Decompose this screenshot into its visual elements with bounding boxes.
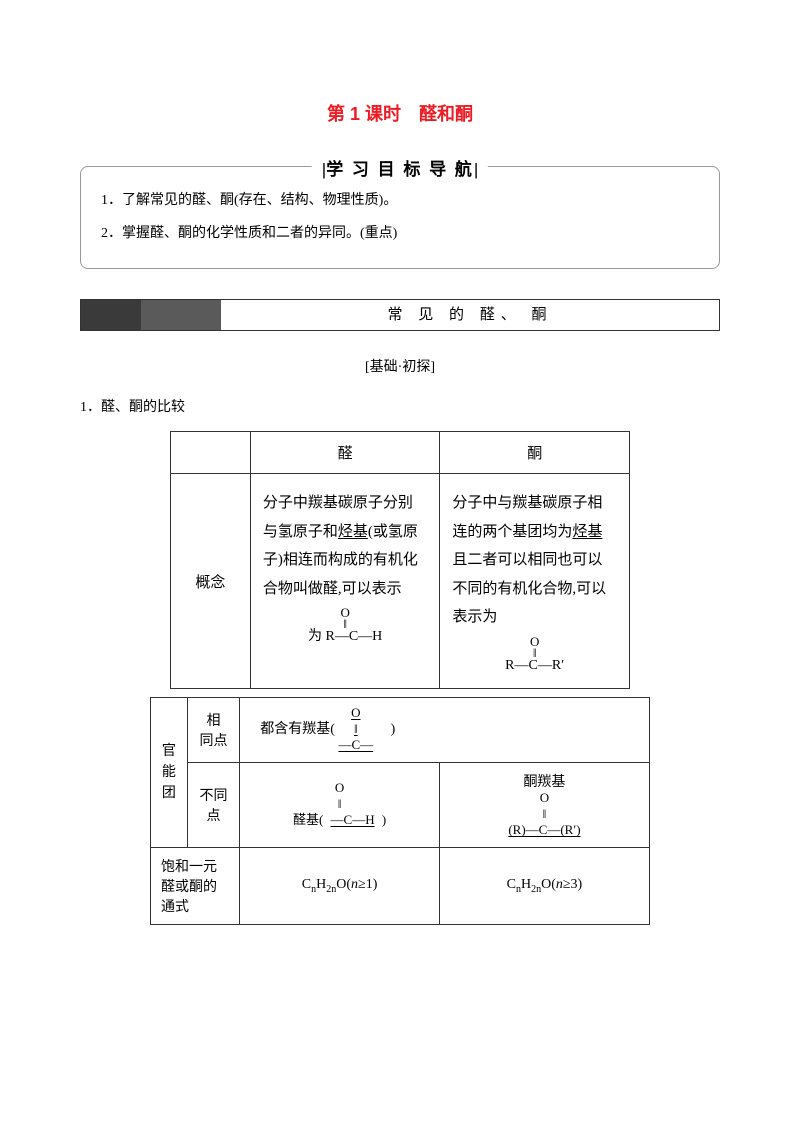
subtitle: [基础·初探] [80,356,720,376]
aldehyde-formula: CnH2nO(n≥1) [240,848,440,925]
col-ketone: 酮 [440,432,630,474]
concept-label: 概念 [171,474,251,689]
ketone-group: 酮羰基 O ‖ (R)—C—(R′) [439,763,649,848]
comparison-table-2: 官能团 相同点 都含有羰基( O ‖ —C— ) 不同点 O ‖ 醛基( —C—… [150,697,650,925]
section-title: 常 见 的 醛、 酮 [221,300,719,330]
col-aldehyde: 醛 [250,432,440,474]
aldehyde-concept: 分子中羰基碳原子分别与氢原子和烃基(或氢原子)相连而构成的有机化合物叫做醛,可以… [250,474,440,689]
objective-1: 1．了解常见的醛、酮(存在、结构、物理性质)。 [101,187,699,215]
lesson-title: 第 1 课时 醛和酮 [80,100,720,126]
formula-label: 饱和一元醛或酮的通式 [151,848,240,925]
objective-2: 2．掌握醛、酮的化学性质和二者的异同。(重点) [101,220,699,248]
nav-title: 学 习 目 标 导 航 [312,155,488,180]
section-tag [81,300,221,330]
aldehyde-group: O ‖ 醛基( —C—H ) [240,763,440,848]
functional-group-label: 官能团 [151,698,188,848]
table2-container: 官能团 相同点 都含有羰基( O ‖ —C— ) 不同点 O ‖ 醛基( —C—… [80,697,720,925]
ketone-formula: CnH2nO(n≥3) [439,848,649,925]
section-header: 常 见 的 醛、 酮 [80,299,720,331]
same-content: 都含有羰基( O ‖ —C— ) [240,698,650,763]
ketone-concept: 分子中与羰基碳原子相连的两个基团均为烃基且二者可以相同也可以不同的有机化合物,可… [440,474,630,689]
objectives-box: 学 习 目 标 导 航 1．了解常见的醛、酮(存在、结构、物理性质)。 2．掌握… [80,166,720,269]
same-label: 相同点 [187,698,240,763]
comparison-table-1: 醛 酮 概念 分子中羰基碳原子分别与氢原子和烃基(或氢原子)相连而构成的有机化合… [170,431,630,689]
diff-label: 不同点 [187,763,240,848]
heading-1: 1．醛、酮的比较 [80,396,720,416]
table1-container: 醛 酮 概念 分子中羰基碳原子分别与氢原子和烃基(或氢原子)相连而构成的有机化合… [80,431,720,689]
